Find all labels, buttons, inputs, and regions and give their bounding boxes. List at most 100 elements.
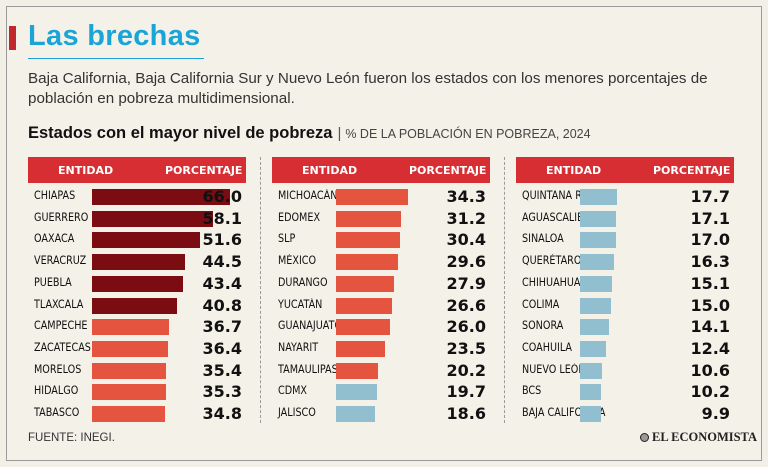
chart-row: BCS 10.2 bbox=[516, 381, 734, 403]
globe-icon bbox=[640, 433, 649, 442]
entity-label: MORELOS bbox=[34, 362, 82, 376]
chart-row: NUEVO LEÓN 10.6 bbox=[516, 360, 734, 382]
column-header-entity: ENTIDAD bbox=[58, 164, 114, 177]
bar bbox=[336, 275, 395, 292]
chart-title: Estados con el mayor nivel de pobreza bbox=[28, 124, 333, 142]
value-label: 26.6 bbox=[446, 295, 486, 315]
chart-row: MÉXICO 29.6 bbox=[272, 251, 490, 273]
value-label: 16.3 bbox=[690, 252, 730, 272]
bar bbox=[580, 232, 616, 249]
bar bbox=[336, 210, 402, 227]
chart-row: SLP 30.4 bbox=[272, 229, 490, 251]
panel-header: ENTIDAD PORCENTAJE bbox=[272, 157, 490, 183]
panel-divider bbox=[260, 157, 261, 423]
chart-row: SONORA 14.1 bbox=[516, 316, 734, 338]
chart-heading-separator: | bbox=[337, 125, 342, 142]
bar bbox=[336, 406, 375, 422]
chart-row: AGUASCALIENTES 17.1 bbox=[516, 208, 734, 230]
chart-row: PUEBLA 43.4 bbox=[28, 273, 246, 295]
chart-row: OAXACA 51.6 bbox=[28, 229, 246, 251]
entity-label: CDMX bbox=[278, 384, 308, 398]
chart-row: EDOMEX 31.2 bbox=[272, 208, 490, 230]
entity-label: CAMPECHE bbox=[34, 319, 88, 333]
chart-panel: ENTIDAD PORCENTAJE CHIAPAS 66.0 GUERRERO 58.1… bbox=[28, 157, 246, 427]
source-note: FUENTE: INEGI. bbox=[28, 432, 115, 444]
chart-row: QUINTANA ROO 17.7 bbox=[516, 186, 734, 208]
entity-label: PUEBLA bbox=[34, 275, 72, 289]
value-label: 18.6 bbox=[446, 404, 486, 423]
value-label: 20.2 bbox=[446, 360, 486, 380]
bar bbox=[336, 340, 386, 357]
bar bbox=[336, 319, 391, 336]
chart-row: NAYARIT 23.5 bbox=[272, 338, 490, 360]
bar bbox=[92, 297, 178, 314]
page-title: Las brechas bbox=[28, 20, 201, 52]
entity-label: SLP bbox=[278, 232, 296, 246]
chart-row: QUERÉTARO 16.3 bbox=[516, 251, 734, 273]
value-label: 40.8 bbox=[202, 295, 242, 315]
value-label: 29.6 bbox=[446, 252, 486, 272]
bar bbox=[580, 297, 612, 314]
entity-label: GUANAJUATO bbox=[278, 319, 343, 333]
publisher-name: EL ECONOMISTA bbox=[652, 430, 757, 444]
entity-label: CHIHUAHUA bbox=[522, 275, 581, 289]
entity-label: OAXACA bbox=[34, 232, 75, 246]
chart-row: SINALOA 17.0 bbox=[516, 229, 734, 251]
chart-row: COLIMA 15.0 bbox=[516, 295, 734, 317]
value-label: 44.5 bbox=[202, 252, 242, 272]
value-label: 10.2 bbox=[690, 382, 730, 402]
value-label: 12.4 bbox=[690, 338, 730, 358]
entity-label: SINALOA bbox=[522, 232, 564, 246]
bar bbox=[580, 384, 602, 401]
bar bbox=[92, 254, 186, 271]
value-label: 27.9 bbox=[446, 273, 486, 293]
value-label: 58.1 bbox=[202, 208, 242, 228]
entity-label: QUINTANA ROO bbox=[522, 189, 598, 202]
value-label: 17.7 bbox=[690, 187, 730, 206]
column-header-percent: PORCENTAJE bbox=[165, 164, 243, 177]
bar bbox=[92, 232, 200, 249]
bar bbox=[580, 406, 601, 422]
value-label: 19.7 bbox=[446, 382, 486, 402]
entity-label: EDOMEX bbox=[278, 210, 321, 224]
entity-label: ZACATECAS bbox=[34, 340, 91, 354]
chart-row: CHIAPAS 66.0 bbox=[28, 186, 246, 208]
entity-label: YUCATÁN bbox=[278, 297, 323, 311]
bar bbox=[336, 254, 398, 271]
panel-divider bbox=[504, 157, 505, 423]
value-label: 10.6 bbox=[690, 360, 730, 380]
subtitle: Baja California, Baja California Sur y N… bbox=[28, 70, 708, 107]
bar bbox=[92, 340, 169, 357]
entity-label: TABASCO bbox=[34, 406, 80, 419]
chart-row: DURANGO 27.9 bbox=[272, 273, 490, 295]
bar bbox=[92, 406, 165, 422]
bar bbox=[580, 275, 612, 292]
value-label: 66.0 bbox=[202, 187, 242, 206]
entity-label: DURANGO bbox=[278, 275, 328, 289]
entity-label: HIDALGO bbox=[34, 384, 79, 398]
bar bbox=[336, 384, 378, 401]
panel-header: ENTIDAD PORCENTAJE bbox=[516, 157, 734, 183]
value-label: 36.7 bbox=[202, 317, 242, 337]
column-header-percent: PORCENTAJE bbox=[409, 164, 487, 177]
chart-row: VERACRUZ 44.5 bbox=[28, 251, 246, 273]
entity-label: QUERÉTARO bbox=[522, 254, 582, 268]
entity-label: CHIAPAS bbox=[34, 189, 76, 202]
value-label: 31.2 bbox=[446, 208, 486, 228]
entity-label: NUEVO LEÓN bbox=[522, 362, 586, 376]
entity-label: SONORA bbox=[522, 319, 564, 333]
title-accent-bar bbox=[9, 26, 16, 50]
bar bbox=[92, 189, 230, 205]
value-label: 9.9 bbox=[701, 404, 730, 423]
value-label: 14.1 bbox=[690, 317, 730, 337]
chart-heading: Estados con el mayor nivel de pobreza |% … bbox=[28, 124, 591, 143]
bar bbox=[92, 362, 167, 379]
bar bbox=[92, 275, 183, 292]
bar bbox=[92, 319, 169, 336]
chart-row: TAMAULIPAS 20.2 bbox=[272, 360, 490, 382]
value-label: 43.4 bbox=[202, 273, 242, 293]
panel-header: ENTIDAD PORCENTAJE bbox=[28, 157, 246, 183]
value-label: 34.3 bbox=[446, 187, 486, 206]
bar bbox=[580, 189, 617, 205]
chart-row: ZACATECAS 36.4 bbox=[28, 338, 246, 360]
